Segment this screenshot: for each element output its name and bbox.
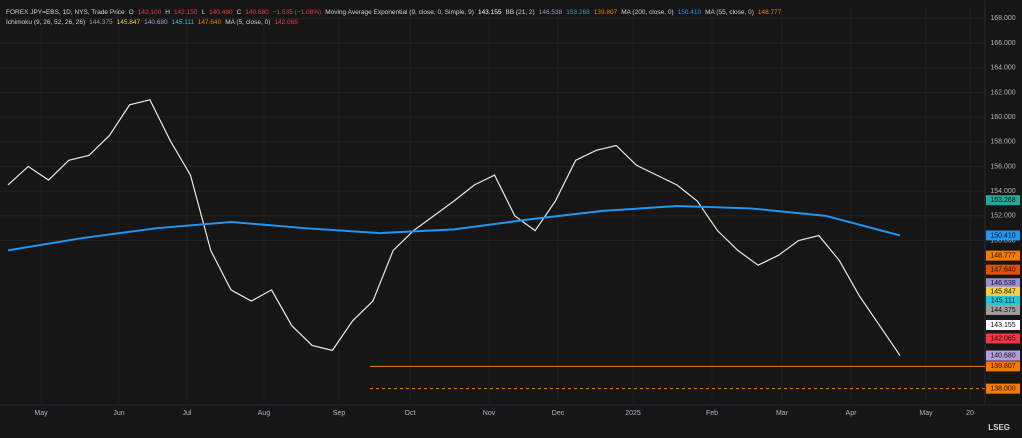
legend-item: 153.268 <box>566 9 590 16</box>
x-tick-label: May <box>919 410 933 417</box>
price-label: 139.807 <box>990 363 1015 370</box>
legend-item: MA (5, close, 0) <box>225 19 270 26</box>
legend-item: 139.807 <box>594 9 618 16</box>
legend-item: MA (200, close, 0) <box>621 9 673 16</box>
price-label: 145.847 <box>990 289 1015 296</box>
price-label-box <box>986 333 1020 344</box>
price-label-box <box>986 350 1020 361</box>
x-tick-label: Jun <box>113 410 124 417</box>
x-tick-label: 20 <box>966 410 974 417</box>
price-label: 146.538 <box>990 280 1015 287</box>
x-tick-label: Apr <box>846 410 858 417</box>
y-tick-label: 160.000 <box>990 114 1015 121</box>
y-tick-label: 162.000 <box>990 89 1015 96</box>
y-tick-label: 154.000 <box>990 188 1015 195</box>
price-label-box <box>986 383 1020 394</box>
x-tick-label: Jul <box>183 410 192 417</box>
legend-item: 140.680 <box>144 19 168 26</box>
y-tick-label: 150.000 <box>990 237 1015 244</box>
price-label-box <box>986 304 1020 315</box>
price-label: 145.111 <box>991 298 1015 305</box>
legend-item: 143.155 <box>478 9 502 16</box>
price-label: 147.640 <box>990 267 1015 274</box>
legend-item: −1.535 (−1.08%) <box>273 9 321 16</box>
price-label: 142.065 <box>990 335 1015 342</box>
price-label: 148.777 <box>990 252 1015 259</box>
legend-item: 142.065 <box>274 19 298 26</box>
x-tick-label: Feb <box>706 410 718 417</box>
x-tick-label: Aug <box>258 410 271 417</box>
legend-item: 140.680 <box>245 9 269 16</box>
legend-item: MA (55, close, 0) <box>705 9 754 16</box>
price-label: 138.000 <box>990 386 1015 393</box>
price-label-box <box>986 264 1020 275</box>
legend-item: 140.480 <box>209 9 233 16</box>
price-label-box <box>986 320 1020 331</box>
y-tick-label: 166.000 <box>990 40 1015 47</box>
price-label: 144.375 <box>990 307 1015 314</box>
x-tick-label: 2025 <box>625 410 641 417</box>
legend-item: 148.777 <box>758 9 782 16</box>
x-tick-label: Dec <box>552 410 565 417</box>
price-label-box <box>986 250 1020 261</box>
legend-item: O <box>129 9 134 16</box>
brand: LSEG <box>988 423 1010 432</box>
legend-item: 145.847 <box>117 19 141 26</box>
x-tick-label: Mar <box>776 410 789 417</box>
y-tick-label: 156.000 <box>990 163 1015 170</box>
x-tick-label: Oct <box>405 410 416 417</box>
legend-item: 142.150 <box>174 9 198 16</box>
price-label: 153.268 <box>990 197 1015 204</box>
price-label-box <box>986 295 1020 306</box>
legend-row: FOREX JPY=EBS, 1D, NYS, Trade Price O 142.… <box>6 9 782 16</box>
y-tick-label: 164.000 <box>990 65 1015 72</box>
price-label: 150.410 <box>990 232 1015 239</box>
price-label-box <box>986 195 1020 206</box>
series-line <box>7 204 901 252</box>
price-label-box <box>986 278 1020 289</box>
x-tick-label: Sep <box>333 410 346 417</box>
price-label-box <box>986 361 1020 372</box>
price-label: 143.155 <box>990 322 1015 329</box>
legend-row: Ichimoku (9, 26, 52, 26, 26) 144.375 145.8… <box>6 19 298 26</box>
y-tick-label: 152.000 <box>990 213 1015 220</box>
legend-item: Moving Average Exponential (9, close, 0,… <box>325 9 474 16</box>
x-tick-label: Nov <box>483 410 496 417</box>
legend-item: BB (21, 2) <box>505 9 534 16</box>
price-label-box <box>986 230 1020 241</box>
series-line <box>7 99 901 356</box>
legend-item: 145.111 <box>172 19 195 26</box>
legend-item: L <box>201 9 205 16</box>
x-tick-label: May <box>34 410 48 417</box>
price-label-box <box>986 286 1020 297</box>
y-tick-label: 168.000 <box>990 15 1015 22</box>
legend-item: C <box>237 9 242 16</box>
legend-item: 142.100 <box>138 9 162 16</box>
y-tick-label: 158.000 <box>990 139 1015 146</box>
legend-item: 144.375 <box>89 19 113 26</box>
legend-item: 147.640 <box>198 19 222 26</box>
legend-item: 146.538 <box>539 9 563 16</box>
legend-item: FOREX JPY=EBS, 1D, NYS, Trade Price <box>6 9 125 16</box>
legend-item: 150.410 <box>678 9 702 16</box>
price-label: 140.680 <box>990 352 1015 359</box>
legend-item: H <box>165 9 170 16</box>
legend-item: Ichimoku (9, 26, 52, 26, 26) <box>6 19 85 26</box>
